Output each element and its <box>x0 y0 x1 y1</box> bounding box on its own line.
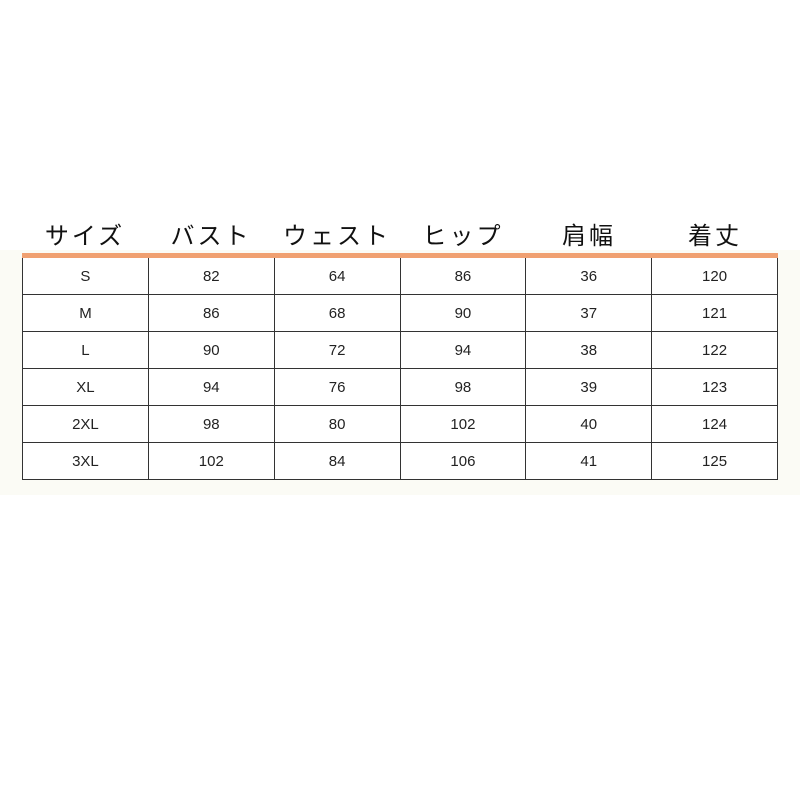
table-cell: 86 <box>147 294 275 332</box>
table-cell: 123 <box>651 368 778 406</box>
table-cell: 125 <box>651 442 778 480</box>
table-cell: 40 <box>525 405 653 443</box>
table-cell: 2XL <box>22 405 149 443</box>
table-cell: 36 <box>525 255 653 295</box>
table-cell: 37 <box>525 294 653 332</box>
table-cell: 68 <box>273 294 401 332</box>
table-header: サイズ バスト ウェスト ヒップ 肩幅 着丈 <box>22 216 778 251</box>
table-cell: 41 <box>525 442 653 480</box>
table-cell: 80 <box>273 405 401 443</box>
table-cell: 120 <box>651 255 778 295</box>
table-cell: 90 <box>399 294 527 332</box>
table-cell: 102 <box>399 405 527 443</box>
table-cell: 38 <box>525 331 653 369</box>
table-cell: M <box>22 294 149 332</box>
table-cell: 84 <box>273 442 401 480</box>
column-header: 肩幅 <box>562 222 616 250</box>
table-cell: 106 <box>399 442 527 480</box>
table-cell: 122 <box>651 331 778 369</box>
table-cell: 98 <box>399 368 527 406</box>
table-cell: 94 <box>399 331 527 369</box>
table-cell: 3XL <box>22 442 149 480</box>
table-row: 3XL 102 84 106 41 125 <box>22 442 778 480</box>
column-header: ヒップ <box>422 222 504 250</box>
table-cell: 94 <box>147 368 275 406</box>
table-cell: 121 <box>651 294 778 332</box>
size-table: S 82 64 86 36 120 M 86 68 90 37 121 L 90 72 94 38 122 XL 94… <box>22 253 778 480</box>
table-row: M 86 68 90 37 121 <box>22 294 778 332</box>
table-cell: 86 <box>399 255 527 295</box>
table-cell: 72 <box>273 331 401 369</box>
table-cell: 64 <box>273 255 401 295</box>
table-cell: XL <box>22 368 149 406</box>
table-cell: 98 <box>147 405 275 443</box>
column-header: ウェスト <box>283 222 391 250</box>
table-row: L 90 72 94 38 122 <box>22 331 778 369</box>
table-cell: L <box>22 331 149 369</box>
table-cell: 82 <box>147 255 275 295</box>
column-header: 着丈 <box>688 222 742 250</box>
table-row: XL 94 76 98 39 123 <box>22 368 778 406</box>
table-cell: S <box>22 255 149 295</box>
table-row: 2XL 98 80 102 40 124 <box>22 405 778 443</box>
column-header: サイズ <box>44 222 126 250</box>
column-header: バスト <box>170 222 252 250</box>
table-cell: 90 <box>147 331 275 369</box>
table-cell: 102 <box>147 442 275 480</box>
table-cell: 76 <box>273 368 401 406</box>
table-row: S 82 64 86 36 120 <box>22 255 778 295</box>
table-cell: 124 <box>651 405 778 443</box>
table-cell: 39 <box>525 368 653 406</box>
